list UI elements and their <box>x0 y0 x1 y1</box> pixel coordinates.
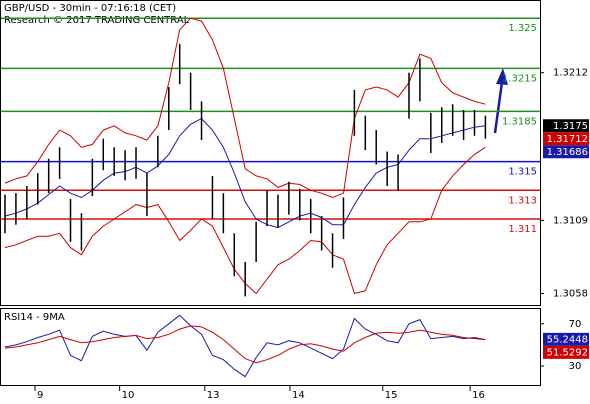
series-line <box>4 17 486 199</box>
y-tick-label: 1.3109 <box>553 215 588 226</box>
series-line <box>4 314 486 378</box>
chart-subtitle: Research © 2017 TRADING CENTRAL <box>4 15 190 26</box>
level-label: 1.313 <box>508 195 537 206</box>
price-panel <box>0 0 541 306</box>
y-tick-label: 1.3212 <box>553 68 588 79</box>
level-label: 1.3215 <box>502 73 537 84</box>
y-tick-label: 30 <box>569 361 582 372</box>
x-tick-label: 10 <box>122 390 135 400</box>
price-marker <box>543 132 589 146</box>
price-marker-label: 55.2448 <box>547 334 588 345</box>
price-marker-label: 1.3175 <box>553 121 588 132</box>
series-line <box>4 325 486 364</box>
forecast-arrow <box>493 81 504 134</box>
price-marker <box>543 345 589 359</box>
price-marker-label: 1.31712 <box>547 134 588 145</box>
chart-title: GBP/USD - 30min - 07:16:18 (CET) <box>4 3 176 14</box>
series-line <box>4 117 486 229</box>
level-label: 1.325 <box>508 23 537 34</box>
x-tick-label: 16 <box>472 390 485 400</box>
level-label: 1.315 <box>508 167 537 178</box>
y-tick-label: 1.3058 <box>553 289 588 300</box>
rsi-title: RSI14 - 9MA <box>4 312 65 323</box>
x-tick-label: 13 <box>207 390 220 400</box>
level-label: 1.311 <box>508 224 537 235</box>
level-label: 1.3185 <box>502 116 537 127</box>
x-tick-label: 14 <box>292 390 305 400</box>
forecast-arrowhead <box>496 68 508 85</box>
price-marker <box>543 145 589 159</box>
price-marker <box>543 332 589 346</box>
rsi-panel <box>0 308 541 386</box>
y-tick-label: 70 <box>569 319 582 330</box>
x-tick-label: 9 <box>37 390 43 400</box>
price-marker <box>543 119 589 133</box>
price-marker-label: 51.5292 <box>547 347 588 358</box>
price-marker-label: 1.31686 <box>547 147 588 158</box>
x-tick-label: 15 <box>385 390 398 400</box>
